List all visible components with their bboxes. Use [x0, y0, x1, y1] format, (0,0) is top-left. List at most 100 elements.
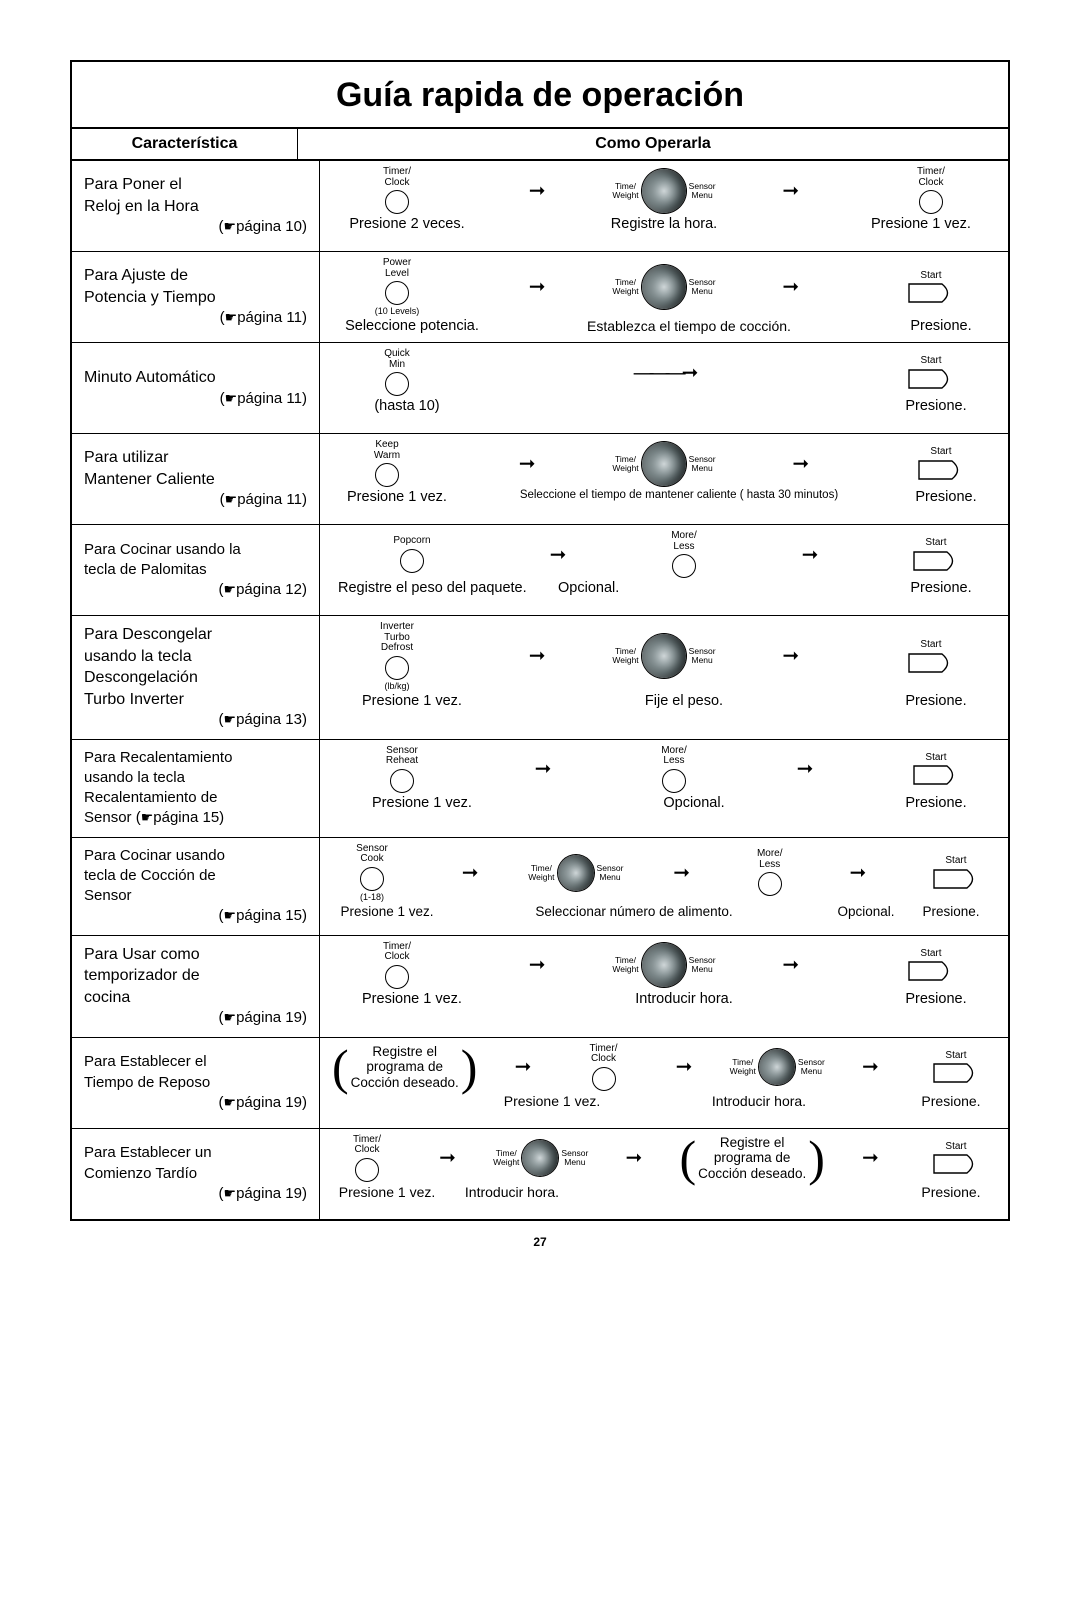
ops-cell: Inverter Turbo Defrost (lb/kg) ➞ Time/ W…: [320, 616, 1008, 739]
step-caption: Presione.: [906, 1093, 996, 1109]
pointer-icon: ☛: [224, 1009, 237, 1025]
paren-group: ( Registre el programa de Cocción desead…: [679, 1135, 824, 1182]
step-caption: Presione.: [896, 489, 996, 505]
start-button-icon: [913, 765, 959, 785]
ops-cell: ( Registre el programa de Cocción desead…: [320, 1038, 1008, 1128]
arrow-icon: ➞: [862, 1057, 879, 1077]
start-button-icon: [908, 283, 954, 303]
page-ref: (☛página 10): [84, 217, 309, 237]
step-caption: Presione.: [906, 1184, 996, 1200]
feature-text: Para Descongelar usando la tecla Descong…: [84, 624, 309, 710]
button-label: More/ Less: [757, 849, 783, 870]
step-caption: Opcional.: [512, 795, 876, 811]
table-row: Para Cocinar usando tecla de Cocción de …: [72, 838, 1008, 936]
arrow-icon: ———➞: [468, 360, 860, 385]
step-caption: Establezca el tiempo de cocción.: [492, 318, 886, 334]
table-row: Minuto Automático (☛página 11) Quick Min…: [72, 343, 1008, 434]
ops-cell: Power Level (10 Levels) ➞ Time/ Weight S…: [320, 252, 1008, 342]
step-caption: Presione.: [906, 904, 996, 919]
page-ref: (☛página 11): [84, 308, 309, 328]
feature-text: Para Usar como temporizador de cocina: [84, 944, 309, 1009]
button-sublabel: (1-18): [360, 893, 384, 902]
manual-page: Guía rapida de operación Característica …: [70, 60, 1010, 1221]
dial-icon: Time/ Weight Sensor Menu: [612, 169, 715, 213]
button-label: Inverter Turbo Defrost: [380, 622, 414, 654]
paren-text: Registre el programa de Cocción deseado.: [696, 1135, 808, 1182]
table-row: Para Establecer un Comienzo Tardío (☛pág…: [72, 1129, 1008, 1219]
step-caption: Presione 1 vez.: [846, 216, 996, 232]
step-caption: Presione 2 veces.: [332, 216, 482, 232]
step-caption: Opcional.: [558, 580, 886, 596]
pointer-icon: ☛: [224, 581, 237, 597]
button-label: Start: [930, 447, 951, 458]
start-button-icon: [918, 460, 964, 480]
arrow-icon: ➞: [439, 1148, 456, 1168]
page-ref: (☛página 15): [84, 906, 309, 926]
page-ref: (☛página 19): [84, 1184, 309, 1204]
arrow-icon: ➞: [802, 545, 819, 565]
step-caption: Registre la hora.: [482, 216, 846, 232]
feature-cell: Minuto Automático (☛página 11): [72, 343, 320, 433]
ops-cell: Sensor Cook (1-18) ➞ Time/ Weight Sensor…: [320, 838, 1008, 935]
step-caption: Presione 1 vez.: [332, 795, 512, 811]
table-row: Para Cocinar usando la tecla de Palomita…: [72, 525, 1008, 616]
feature-cell: Para Establecer un Comienzo Tardío (☛pág…: [72, 1129, 320, 1219]
step-caption: Presione 1 vez.: [492, 1093, 612, 1109]
popcorn-button-icon: [400, 549, 424, 573]
button-label: Start: [945, 1051, 966, 1062]
feature-text: Para Ajuste de Potencia y Tiempo: [84, 265, 309, 308]
timer-clock-button-icon: [919, 190, 943, 214]
step-caption: Seleccione potencia.: [332, 318, 492, 334]
button-label: Start: [945, 1142, 966, 1153]
step-caption: Introducir hora.: [612, 1093, 906, 1109]
power-level-button-icon: [385, 281, 409, 305]
button-label: More/ Less: [661, 746, 687, 767]
defrost-button-icon: [385, 656, 409, 680]
feature-text: Para utilizar Mantener Caliente: [84, 447, 309, 490]
arrow-icon: ➞: [673, 863, 690, 883]
start-button-icon: [908, 961, 954, 981]
sensor-reheat-button-icon: [390, 769, 414, 793]
dial-icon: Time/ Weight Sensor Menu: [612, 943, 715, 987]
timer-clock-button-icon: [385, 190, 409, 214]
pointer-icon: ☛: [225, 491, 238, 507]
pointer-icon: ☛: [224, 711, 237, 727]
sensor-cook-button-icon: [360, 867, 384, 891]
table-row: Para Recalentamiento usando la tecla Rec…: [72, 740, 1008, 838]
button-label: Timer/ Clock: [383, 942, 411, 963]
pointer-icon: ☛: [141, 809, 154, 825]
ops-cell: Popcorn ➞ More/ Less ➞ Start Registre el…: [320, 525, 1008, 615]
feature-cell: Para Cocinar usando tecla de Cocción de …: [72, 838, 320, 935]
arrow-icon: ➞: [462, 863, 479, 883]
start-button-icon: [908, 369, 954, 389]
button-label: Start: [925, 538, 946, 549]
pointer-icon: ☛: [224, 1094, 237, 1110]
dial-icon: Time/ Weight Sensor Menu: [612, 634, 715, 678]
timer-clock-button-icon: [355, 1158, 379, 1182]
arrow-icon: ➞: [529, 955, 546, 975]
feature-text: Para Cocinar usando la tecla de Palomita…: [84, 540, 309, 581]
step-caption: Presione.: [876, 693, 996, 709]
button-label: Popcorn: [393, 536, 430, 547]
arrow-icon: ➞: [535, 759, 552, 779]
ops-cell: Timer/ Clock ➞ Time/ Weight Sensor Menu …: [320, 1129, 1008, 1219]
pointer-icon: ☛: [225, 309, 238, 325]
button-sublabel: (lb/kg): [384, 682, 409, 691]
keep-warm-button-icon: [375, 463, 399, 487]
step-caption: Presione 1 vez.: [332, 904, 442, 919]
step-caption: Opcional.: [826, 904, 906, 919]
feature-cell: Para Cocinar usando la tecla de Palomita…: [72, 525, 320, 615]
start-button-icon: [913, 551, 959, 571]
step-caption: Presione 1 vez.: [332, 991, 492, 1007]
feature-cell: Para Descongelar usando la tecla Descong…: [72, 616, 320, 739]
arrow-icon: ➞: [782, 277, 799, 297]
feature-cell: Para Establecer el Tiempo de Reposo (☛pá…: [72, 1038, 320, 1128]
button-label: Start: [920, 356, 941, 367]
arrow-icon: ➞: [626, 1148, 643, 1168]
feature-cell: Para utilizar Mantener Caliente (☛página…: [72, 434, 320, 524]
step-caption: Presione 1 vez.: [332, 489, 462, 505]
step-caption: Fije el peso.: [492, 693, 876, 709]
arrow-icon: ➞: [676, 1057, 693, 1077]
feature-cell: Para Poner el Reloj en la Hora (☛página …: [72, 161, 320, 251]
paren-text: Registre el programa de Cocción deseado.: [349, 1044, 461, 1091]
